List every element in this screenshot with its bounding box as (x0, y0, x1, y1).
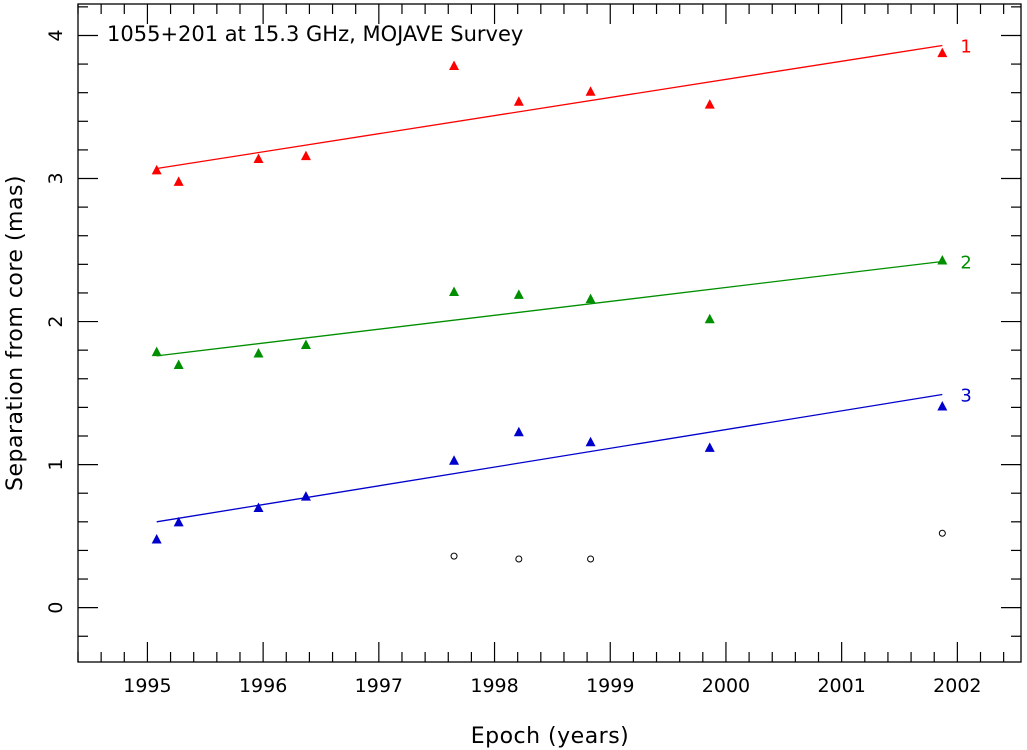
data-point (300, 150, 311, 161)
series-labels: 1 2 3 (960, 36, 971, 406)
chart-title: 1055+201 at 15.3 GHz, MOJAVE Survey (107, 22, 523, 46)
data-point (253, 502, 264, 513)
x-tick-label: 1997 (355, 675, 403, 697)
plot-frame (77, 3, 1022, 663)
data-point (173, 516, 184, 527)
data-point (937, 400, 948, 411)
data-point (173, 359, 184, 369)
data-point (513, 289, 524, 299)
data-point (704, 313, 715, 324)
x-tick-label: 2002 (933, 675, 981, 697)
data-point (173, 176, 184, 186)
y-tick-label: 3 (45, 172, 67, 184)
data-point (300, 339, 311, 349)
fit-line-2 (156, 260, 943, 357)
fit-line-1 (156, 44, 943, 170)
data-point (513, 96, 524, 106)
data-point (151, 346, 162, 357)
data-point (151, 533, 162, 544)
x-tick-label: 1996 (239, 675, 287, 697)
data-point (253, 348, 264, 358)
data-point (449, 286, 460, 297)
data-point (937, 47, 948, 58)
x-tick-label: 1995 (123, 675, 171, 697)
fit-lines (156, 44, 943, 523)
series-label-3: 3 (960, 386, 971, 407)
data-point (300, 491, 311, 501)
x-axis-title: Epoch (years) (471, 724, 630, 749)
x-tick-label: 1999 (586, 675, 634, 697)
data-point-open (515, 555, 523, 563)
data-point (449, 60, 460, 71)
data-point-open (938, 529, 946, 537)
data-point-open (587, 555, 595, 563)
y-tick-label: 4 (45, 29, 67, 41)
data-point (704, 99, 715, 109)
x-tick-label: 1998 (470, 675, 518, 697)
data-point (704, 442, 715, 452)
series-label-2: 2 (960, 252, 971, 273)
data-point (585, 86, 596, 96)
data-point (151, 164, 162, 175)
data-point (253, 153, 264, 163)
axis-ticks (77, 4, 1021, 662)
data-points (151, 47, 948, 563)
x-tick-label: 2000 (702, 675, 750, 697)
data-point-open (450, 552, 458, 560)
tick-labels: 1995 1996 1997 1998 1999 2000 2001 2002 0 1 2 3 4 (45, 29, 982, 697)
y-tick-label: 0 (45, 602, 67, 614)
data-point (585, 436, 596, 447)
x-tick-label: 2001 (817, 675, 865, 697)
data-point (585, 293, 596, 304)
series-label-1: 1 (960, 36, 971, 57)
data-point (449, 455, 460, 465)
y-axis-title: Separation from core (mas) (3, 175, 28, 491)
fit-line-3 (156, 393, 943, 523)
data-point (937, 255, 948, 265)
y-tick-label: 2 (45, 316, 67, 328)
y-tick-label: 1 (45, 459, 67, 471)
data-point (513, 426, 524, 437)
